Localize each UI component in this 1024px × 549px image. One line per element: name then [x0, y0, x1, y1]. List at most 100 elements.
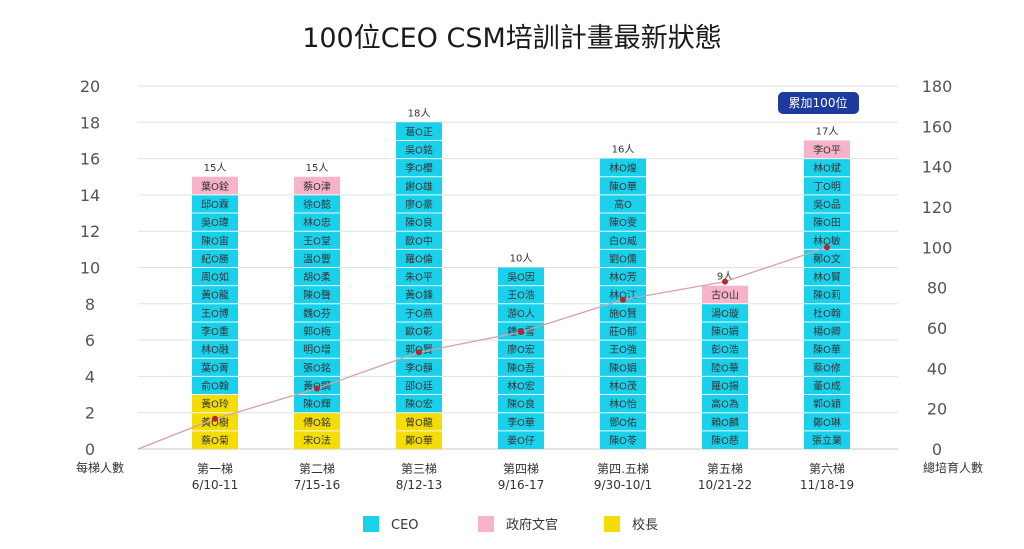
participant-name: 黃O樹 [201, 416, 229, 429]
participant-name: 陳O宙 [201, 234, 229, 247]
legend-label: 校長 [632, 517, 658, 533]
category-name: 第六梯 [809, 462, 845, 476]
participant-name: 王O浩 [507, 290, 535, 302]
bar-segment [192, 176, 238, 195]
category-name: 第四.五梯 [597, 462, 649, 476]
participant-name: 蔡O津 [303, 180, 331, 193]
participant-name: 歐O中 [405, 234, 433, 247]
participant-name: 莊O郁 [609, 325, 637, 338]
participant-name: 陸O華 [711, 361, 739, 374]
cumulative-line-path [137, 246, 828, 450]
bar-total-label: 15人 [204, 162, 227, 174]
left-tick-label: 14 [80, 186, 100, 205]
participant-name: 謝O雄 [405, 180, 433, 193]
participant-name: 杜O翰 [813, 307, 841, 320]
participant-name: 楊O卿 [813, 326, 841, 338]
bar-segment [192, 194, 238, 395]
participant-name: 鄭O琳 [813, 416, 841, 429]
left-tick-label: 4 [85, 367, 95, 386]
participant-name: 于O燕 [405, 308, 433, 320]
participant-name: 姜O仔 [507, 434, 535, 447]
left-tick-label: 0 [85, 440, 95, 459]
participant-name: 李O華 [507, 416, 535, 429]
bar-total-label: 15人 [306, 162, 329, 174]
participant-name: 葉O銓 [201, 180, 229, 193]
participant-name: 林O忠 [303, 216, 331, 229]
participant-name: 李O重 [201, 325, 229, 338]
right-axis-label: 總培育人數 [923, 460, 983, 475]
participant-name: 朱O平 [405, 272, 433, 284]
category-name: 第二梯 [299, 462, 335, 476]
participant-name: 林O煌 [609, 162, 637, 175]
cumulative-line [137, 244, 830, 450]
category-date: 11/18-19 [800, 478, 854, 492]
bar-total-label: 17人 [816, 125, 839, 137]
participant-name: 陳O聲 [303, 289, 331, 302]
participant-name: 陳O雯 [609, 217, 637, 229]
participant-name: 陳O華 [813, 344, 841, 356]
left-tick-label: 20 [80, 77, 100, 96]
right-tick-label: 160 [922, 117, 953, 136]
participant-name: 陳O田 [813, 217, 841, 229]
left-tick-label: 18 [80, 113, 100, 132]
participant-name: 宋O法 [303, 434, 331, 447]
participant-name: 李O櫻 [405, 162, 433, 175]
left-tick-label: 16 [80, 150, 100, 169]
participant-name: 葛O正 [405, 125, 433, 138]
cumulative-point [518, 329, 524, 336]
participant-name: 陳O輝 [303, 399, 331, 411]
participant-name: 黃O龍 [201, 289, 229, 302]
left-tick-label: 12 [80, 222, 100, 241]
participant-name: 林O怡 [609, 398, 637, 411]
participant-name: 陳O娟 [711, 325, 739, 338]
participant-name: 陳O良 [405, 216, 433, 229]
category-date: 6/10-11 [192, 478, 239, 492]
participant-name: 吳O品 [813, 199, 841, 211]
participant-name: 高O [614, 198, 632, 211]
right-tick-label: 120 [922, 198, 953, 217]
participant-name: 劉O儒 [609, 252, 637, 265]
right-tick-label: 180 [922, 77, 953, 96]
legend-swatch [478, 516, 494, 532]
participant-name: 陳O華 [609, 181, 637, 193]
cumulative-point [824, 244, 830, 251]
annotation-badge-text: 累加100位 [789, 95, 848, 110]
participant-name: 林O賢 [813, 271, 841, 284]
participant-name: 陳O莉 [813, 290, 841, 302]
participant-name: 鄧O佑 [609, 416, 637, 429]
participant-name: 林O芳 [609, 271, 637, 284]
participant-name: 鄭O文 [813, 252, 841, 265]
participant-name: 蔡O修 [813, 361, 841, 374]
category-name: 第三梯 [401, 462, 437, 476]
cumulative-point [314, 385, 320, 392]
bar-total-label: 16人 [612, 144, 635, 156]
bar-total-label: 10人 [510, 253, 533, 265]
legend-swatch [363, 516, 379, 532]
participant-name: 魏O芬 [303, 307, 331, 320]
category-date: 8/12-13 [396, 478, 443, 492]
participant-name: 張立業 [812, 434, 842, 447]
cumulative-point [212, 415, 218, 422]
right-tick-label: 80 [927, 279, 947, 298]
left-axis-label: 每梯人數 [76, 460, 124, 475]
category-date: 7/15-16 [294, 478, 341, 492]
right-tick-label: 60 [927, 319, 947, 338]
left-tick-label: 8 [85, 295, 95, 314]
participant-name: 董O成 [813, 379, 841, 392]
participant-name: 林O敏 [813, 234, 841, 247]
participant-name: 王O強 [609, 343, 637, 356]
participant-name: 陳O吾 [507, 362, 535, 374]
bar-segment [702, 285, 748, 304]
bar-total-label: 18人 [408, 107, 431, 119]
annotation-badge: 累加100位 [778, 92, 859, 114]
cumulative-point [416, 349, 422, 356]
legend-label: CEO [391, 518, 419, 533]
left-tick-label: 6 [85, 331, 95, 350]
bar-segment [294, 176, 340, 195]
participant-name: 李O平 [813, 144, 841, 157]
participant-name: 廖O豪 [405, 198, 433, 211]
participant-name: 高O為 [711, 398, 739, 411]
participant-name: 黃O鋒 [405, 289, 433, 302]
bar-segment [804, 140, 850, 159]
